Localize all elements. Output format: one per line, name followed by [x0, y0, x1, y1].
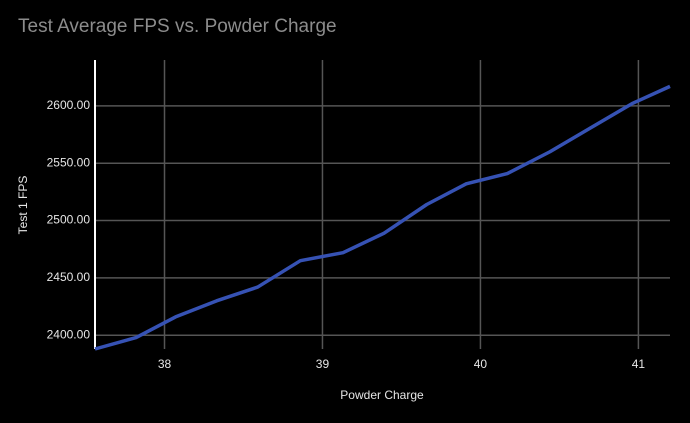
x-tick-label: 41 [632, 357, 646, 371]
x-tick-label: 38 [158, 357, 172, 371]
y-tick-label: 2500.00 [47, 213, 91, 227]
x-axis-label: Powder Charge [340, 388, 424, 402]
y-tick-label: 2550.00 [47, 155, 91, 169]
data-line [94, 84, 671, 351]
y-tick-label: 2400.00 [47, 327, 91, 341]
y-axis-label: Test 1 FPS [16, 176, 30, 235]
chart-title: Test Average FPS vs. Powder Charge [18, 16, 337, 37]
x-tick-label: 39 [316, 357, 330, 371]
y-tick-label: 2600.00 [47, 98, 91, 112]
y-tick-label: 2450.00 [47, 270, 91, 284]
x-tick-label: 40 [474, 357, 488, 371]
